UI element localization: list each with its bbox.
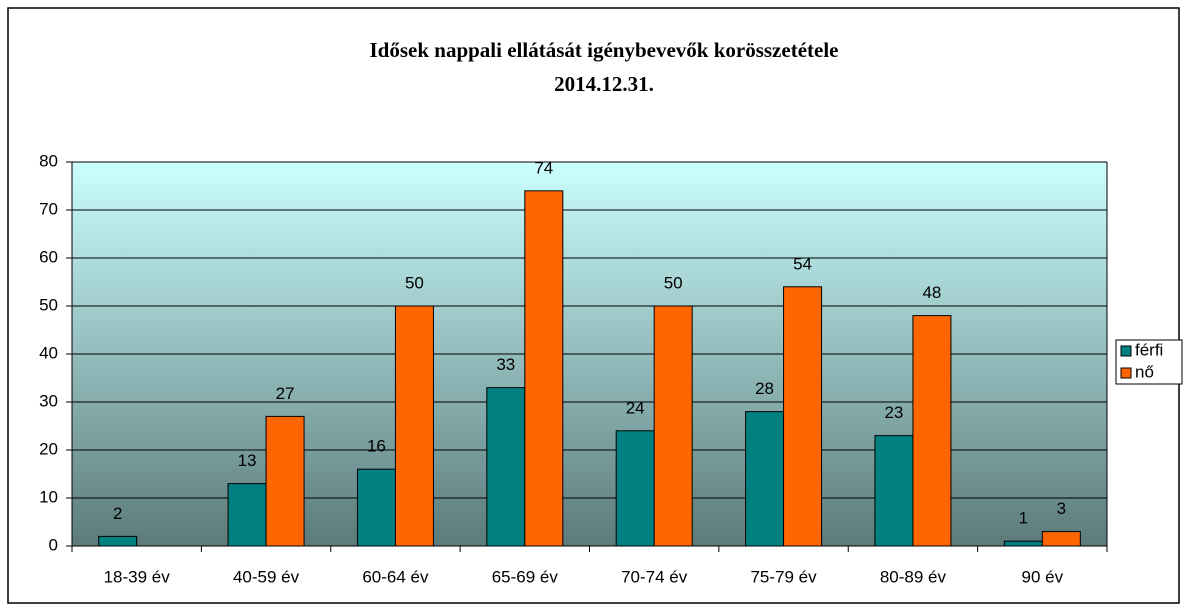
bar xyxy=(356,468,396,547)
bar xyxy=(1041,531,1081,547)
bar xyxy=(227,483,267,547)
x-tick-label: 40-59 év xyxy=(233,567,300,586)
legend-label: nő xyxy=(1135,362,1154,381)
chart-subtitle: 2014.12.31. xyxy=(554,72,654,96)
bar xyxy=(486,387,526,547)
legend-swatch xyxy=(1120,367,1132,379)
x-tick-label: 90 év xyxy=(1022,567,1064,586)
legend-swatch xyxy=(1120,345,1132,357)
data-label: 3 xyxy=(1057,499,1066,518)
bar xyxy=(745,411,785,547)
data-label: 74 xyxy=(534,158,553,177)
data-label: 23 xyxy=(884,403,903,422)
data-label: 50 xyxy=(664,273,683,292)
bar xyxy=(394,305,434,547)
x-tick-label: 75-79 év xyxy=(750,567,817,586)
data-label: 33 xyxy=(496,355,515,374)
data-label: 24 xyxy=(626,398,645,417)
legend-label: férfi xyxy=(1135,340,1163,359)
bar xyxy=(1003,540,1043,547)
data-label: 1 xyxy=(1019,509,1028,528)
bar xyxy=(265,415,305,547)
bar xyxy=(653,305,693,547)
y-tick-label: 20 xyxy=(39,439,58,458)
data-label: 50 xyxy=(405,273,424,292)
y-tick-label: 10 xyxy=(39,487,58,506)
data-label: 2 xyxy=(113,504,122,523)
bar xyxy=(783,286,823,547)
x-tick-label: 80-89 év xyxy=(880,567,947,586)
data-label: 28 xyxy=(755,379,774,398)
x-tick-label: 18-39 év xyxy=(104,567,171,586)
data-label: 16 xyxy=(367,437,386,456)
data-label: 27 xyxy=(276,384,295,403)
data-label: 13 xyxy=(238,451,257,470)
data-label: 54 xyxy=(793,254,812,273)
y-tick-label: 40 xyxy=(39,343,58,362)
bar xyxy=(98,535,138,547)
y-tick-label: 30 xyxy=(39,391,58,410)
bar xyxy=(912,315,952,547)
x-tick-label: 65-69 év xyxy=(492,567,559,586)
y-tick-label: 50 xyxy=(39,295,58,314)
x-tick-label: 70-74 év xyxy=(621,567,688,586)
data-label: 48 xyxy=(922,283,941,302)
y-tick-label: 0 xyxy=(49,535,58,554)
bar xyxy=(524,190,564,547)
bar xyxy=(874,435,914,547)
y-tick-label: 60 xyxy=(39,247,58,266)
x-tick-label: 60-64 év xyxy=(362,567,429,586)
chart-title: Idősek nappali ellátását igénybevevők ko… xyxy=(370,38,839,62)
bar xyxy=(615,430,655,547)
y-tick-label: 70 xyxy=(39,199,58,218)
y-tick-label: 80 xyxy=(39,151,58,170)
